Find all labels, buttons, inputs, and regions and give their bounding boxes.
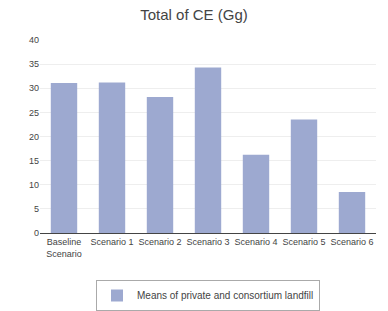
svg-text:0: 0 xyxy=(34,228,39,238)
svg-text:BaselineScenario: BaselineScenario xyxy=(46,237,82,259)
svg-text:Total of CE (Gg): Total of CE (Gg) xyxy=(140,6,248,23)
svg-text:5: 5 xyxy=(34,204,39,214)
svg-text:20: 20 xyxy=(29,132,39,142)
svg-text:Scenario 1: Scenario 1 xyxy=(90,237,133,247)
svg-text:Scenario 4: Scenario 4 xyxy=(234,237,277,247)
svg-text:Scenario 6: Scenario 6 xyxy=(330,237,373,247)
svg-text:Scenario 2: Scenario 2 xyxy=(138,237,181,247)
svg-text:Means of private and consortiu: Means of private and consortium landfill xyxy=(137,290,313,301)
svg-text:Scenario 5: Scenario 5 xyxy=(282,237,325,247)
svg-text:40: 40 xyxy=(29,35,39,45)
svg-text:35: 35 xyxy=(29,59,39,69)
svg-text:30: 30 xyxy=(29,83,39,93)
svg-text:Scenario 3: Scenario 3 xyxy=(186,237,229,247)
svg-text:15: 15 xyxy=(29,156,39,166)
svg-text:10: 10 xyxy=(29,180,39,190)
svg-text:25: 25 xyxy=(29,108,39,118)
